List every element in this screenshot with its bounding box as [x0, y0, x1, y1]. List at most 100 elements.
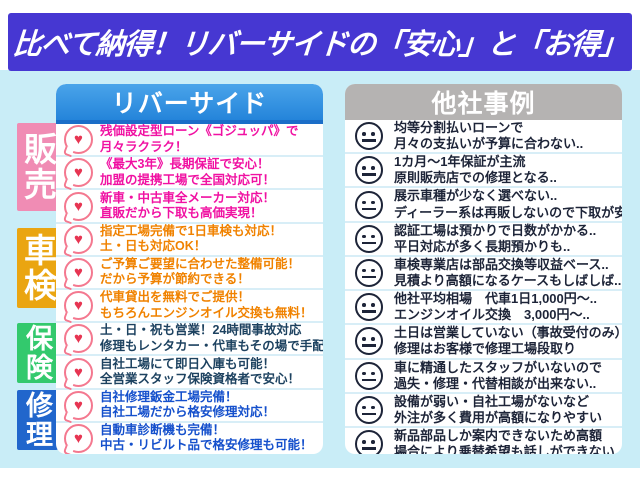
- heart-speech-icon: ♥: [64, 291, 93, 321]
- row-text: 指定工場完備で1日車検も対応！ 土・日も対応OK！: [100, 224, 282, 255]
- row-text-line2: ディーラー系は再販しないので下取が安い..: [394, 204, 622, 220]
- category-label-inspection: 車検: [17, 228, 58, 308]
- row-text-line1: 指定工場完備で1日車検も対応！: [100, 223, 282, 238]
- riverside-row: ♥ 《最大3年》長期保証で安心！ 加盟の提携工場で全国対応可！: [56, 155, 323, 188]
- row-text-line1: ご予算ご要望に合わせた整備可能！: [100, 256, 301, 271]
- neutral-face-icon: [355, 293, 383, 322]
- category-label-repair: 修理: [17, 390, 58, 450]
- competitor-row: 新品部品しか案内できないため高額 場合により乗替希望も話しができない: [345, 425, 622, 454]
- row-text-line2: 自社工場だから格安修理対応！: [100, 405, 276, 420]
- competitor-header-label: 他社事例: [431, 90, 536, 118]
- heart-speech-icon: ♥: [64, 224, 93, 254]
- competitor-row: 1カ月～1年保証が主流 原則販売店での修理となる..: [345, 152, 622, 186]
- riverside-row: ♥ 残価設定型ローン《ゴジュッパ》で 月々ラクラク！: [56, 124, 323, 155]
- riverside-row: ♥ 自社修理鈑金工場完備！ 自社工場だから格安修理対応！: [56, 387, 323, 421]
- row-text: 残価設定型ローン《ゴジュッパ》で 月々ラクラク！: [100, 124, 299, 155]
- heart-speech-icon: ♥: [64, 423, 93, 453]
- row-text-line2: もちろんエンジンオイル交換も無料！: [100, 305, 313, 320]
- row-text: 自動車診断機も完備！ 中古・リビルト品で格安修理も可能！: [100, 423, 313, 454]
- heart-speech-icon: ♥: [64, 191, 93, 221]
- competitor-row: 車に精通したスタッフがいないので 過失・修理・代替相談が出来ない..: [345, 357, 622, 392]
- competitor-rows: 均等分割払いローンで 月々の支払いが予算に合わない.. 1カ月～1年保証が主流 …: [345, 120, 622, 454]
- heart-speech-icon: ♥: [64, 324, 93, 354]
- competitor-row: 展示車種が少なく選べない.. ディーラー系は再販しないので下取が安い..: [345, 186, 622, 220]
- row-text-line1: 自動車診断機も完備！: [100, 422, 226, 437]
- row-text-line1: 車に精通したスタッフがいないので: [394, 359, 603, 375]
- neutral-face-icon: [355, 395, 383, 424]
- row-text-line1: 残価設定型ローン《ゴジュッパ》で: [100, 124, 299, 139]
- row-text-line2: 原則販売店での修理となる..: [394, 170, 557, 186]
- row-text-line2: 修理もレンタカー・代車もその場で手配！: [100, 338, 323, 353]
- row-text-line1: 土・日・祝も営業！24時間事故対応: [100, 323, 302, 338]
- neutral-face-icon: [355, 156, 383, 185]
- row-text-line2: 月々の支払いが予算に合わない..: [394, 136, 584, 152]
- competitor-row: 土日は営業していない（事故受付のみ） 修理はお客様で修理工場段取り: [345, 323, 622, 357]
- heart-speech-icon: ♥: [64, 357, 93, 387]
- row-text-line1: 新車・中古車全メーカー対応！: [100, 190, 276, 205]
- row-text-line2: 加盟の提携工場で全国対応可！: [100, 172, 276, 187]
- row-text-line2: 月々ラクラク！: [100, 139, 188, 154]
- competitor-row: 均等分割払いローンで 月々の支払いが予算に合わない..: [345, 120, 622, 152]
- row-text: 車に精通したスタッフがいないので 過失・修理・代替相談が出来ない..: [394, 360, 602, 392]
- row-text: 自社修理鈑金工場完備！ 自社工場だから格安修理対応！: [100, 390, 275, 421]
- riverside-row: ♥ ご予算ご要望に合わせた整備可能！ だから予算が節約できる！: [56, 254, 323, 288]
- riverside-row: ♥ 新車・中古車全メーカー対応！ 直販だから下取も高価実現！: [56, 188, 323, 221]
- row-text-line1: 1カ月～1年保証が主流: [394, 154, 526, 170]
- category-label-insurance: 保険: [17, 323, 58, 383]
- competitor-row: 設備が弱い・自社工場がないなど 外注が多く費用が高額になりやすい: [345, 391, 622, 426]
- riverside-row: ♥ 自社工場にて即日入庫も可能！ 全営業スタッフ保険資格者で安心！: [56, 354, 323, 387]
- row-text-line2: 平日対応が多く長期預かりも..: [394, 238, 571, 254]
- row-text: 均等分割払いローンで 月々の支払いが予算に合わない..: [394, 120, 583, 152]
- row-text-line2: 場合により乗替希望も話しができない: [394, 444, 615, 454]
- row-text: 車検専業店は部品交換等収益ベース.. 見積より高額になるケースもしばしば..: [394, 257, 621, 289]
- neutral-face-icon: [355, 122, 383, 151]
- riverside-header-label: リバーサイド: [111, 90, 268, 118]
- row-text: 1カ月～1年保証が主流 原則販売店での修理となる..: [394, 154, 557, 186]
- riverside-header: リバーサイド: [56, 84, 323, 124]
- row-text-line2: 外注が多く費用が高額になりやすい: [394, 409, 603, 425]
- competitor-row: 車検専業店は部品交換等収益ベース.. 見積より高額になるケースもしばしば..: [345, 254, 622, 289]
- row-text: 設備が弱い・自社工場がないなど 外注が多く費用が高額になりやすい: [394, 394, 602, 426]
- row-text: 土・日・祝も営業！24時間事故対応 修理もレンタカー・代車もその場で手配！: [100, 323, 323, 354]
- category-label-sales: 販売: [17, 123, 58, 211]
- row-text-line1: 展示車種が少なく選べない..: [394, 188, 558, 204]
- row-text: ご予算ご要望に合わせた整備可能！ だから予算が節約できる！: [100, 257, 300, 288]
- row-text-line2: 土・日も対応OK！: [100, 239, 207, 254]
- competitor-row: 他社平均相場 代車1日1,000円～.. エンジンオイル交換 3,000円～..: [345, 289, 622, 323]
- row-text: 代車貸出を無料でご提供！ もちろんエンジンオイル交換も無料！: [100, 290, 313, 321]
- row-text: 自社工場にて即日入庫も可能！ 全営業スタッフ保険資格者で安心！: [100, 357, 300, 388]
- neutral-face-icon: [355, 190, 383, 219]
- row-text-line2: 見積より高額になるケースもしばしば..: [394, 272, 622, 288]
- heart-speech-icon: ♥: [64, 125, 93, 155]
- riverside-row: ♥ 指定工場完備で1日車検も対応！ 土・日も対応OK！: [56, 221, 323, 255]
- neutral-face-icon: [355, 224, 383, 253]
- riverside-row: ♥ 代車貸出を無料でご提供！ もちろんエンジンオイル交換も無料！: [56, 288, 323, 321]
- row-text-line1: 車検専業店は部品交換等収益ベース..: [394, 256, 609, 272]
- riverside-row: ♥ 土・日・祝も営業！24時間事故対応 修理もレンタカー・代車もその場で手配！: [56, 321, 323, 354]
- neutral-face-icon: [355, 258, 383, 287]
- competitor-row: 認証工場は預かりで日数がかかる.. 平日対応が多く長期預かりも..: [345, 220, 622, 255]
- banner-title: 比べて納得！リバーサイドの「安心」と「お得」: [11, 29, 629, 61]
- row-text-line1: 認証工場は預かりで日数がかかる..: [394, 222, 597, 238]
- row-text-line2: 全営業スタッフ保険資格者で安心！: [100, 372, 301, 387]
- neutral-face-icon: [355, 361, 383, 390]
- row-text: 《最大3年》長期保証で安心！ 加盟の提携工場で全国対応可！: [100, 157, 275, 188]
- row-text-line1: 均等分割払いローンで: [394, 120, 524, 135]
- row-text: 新品部品しか案内できないため高額 場合により乗替希望も話しができない: [394, 428, 615, 454]
- row-text-line1: 自社工場にて即日入庫も可能！: [100, 356, 276, 371]
- row-text-line1: 代車貸出を無料でご提供！: [100, 290, 251, 305]
- row-text: 土日は営業していない（事故受付のみ） 修理はお客様で修理工場段取り: [394, 325, 622, 357]
- row-text-line2: エンジンオイル交換 3,000円～..: [394, 307, 590, 323]
- row-text: 認証工場は預かりで日数がかかる.. 平日対応が多く長期預かりも..: [394, 223, 596, 255]
- row-text-line2: だから予算が節約できる！: [100, 272, 250, 287]
- riverside-rows: ♥ 残価設定型ローン《ゴジュッパ》で 月々ラクラク！ ♥ 《最大3年》長期保証で…: [56, 124, 323, 454]
- row-text-line1: 設備が弱い・自社工場がないなど: [394, 393, 590, 409]
- row-text-line1: 土日は営業していない（事故受付のみ）: [394, 325, 622, 341]
- row-text-line1: 《最大3年》長期保証で安心！: [100, 157, 270, 172]
- competitor-header: 他社事例: [345, 84, 622, 120]
- row-text-line1: 自社修理鈑金工場完備！: [100, 389, 238, 404]
- row-text-line2: 過失・修理・代替相談が出来ない..: [394, 375, 597, 391]
- neutral-face-icon: [355, 430, 383, 454]
- row-text-line2: 修理はお客様で修理工場段取り: [394, 341, 577, 357]
- row-text-line2: 中古・リビルト品で格安修理も可能！: [100, 438, 313, 453]
